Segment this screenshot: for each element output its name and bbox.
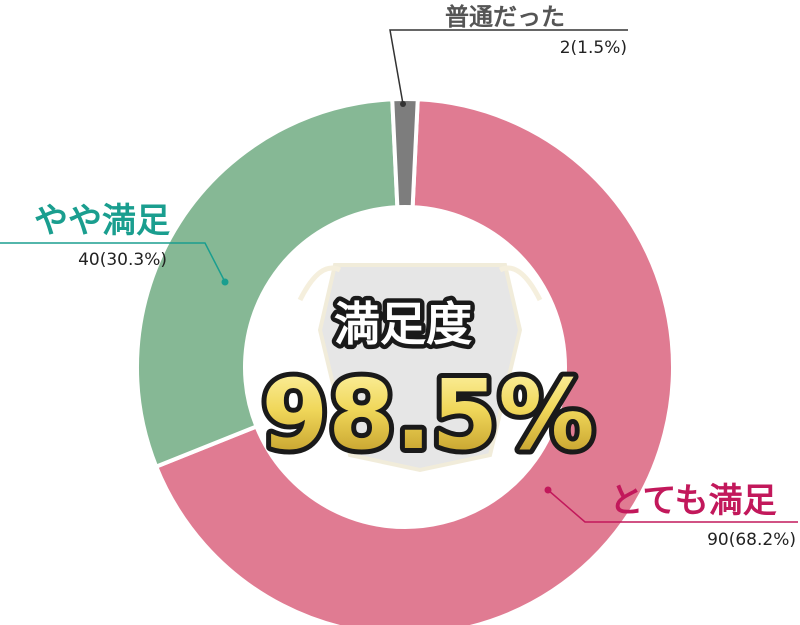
leader-line-futsu [389, 29, 628, 105]
leader-line-totemo [547, 489, 798, 523]
category-label-totemo: とても満足 [609, 481, 776, 521]
value-label-yaya: 40(30.3%) [78, 250, 167, 270]
category-label-futsu: 普通だった [445, 3, 565, 31]
slice-group [135, 97, 675, 625]
leader-line-yaya [0, 242, 226, 283]
center-value: 98.5% [261, 359, 594, 471]
slice-futsu [390, 97, 420, 210]
slice-yaya [135, 97, 400, 470]
value-label-futsu: 2(1.5%) [560, 38, 627, 58]
emblem-watermark [297, 263, 543, 473]
value-label-totemo: 90(68.2%) [707, 530, 796, 550]
slice-totemo [153, 97, 675, 625]
leader-dot-totemo [544, 486, 552, 494]
center-title: 満足度 [334, 297, 472, 351]
leader-lines [0, 29, 798, 523]
leader-dot-futsu [400, 101, 406, 107]
category-label-yaya: やや満足 [34, 201, 170, 241]
leader-dot-yaya [221, 278, 229, 286]
